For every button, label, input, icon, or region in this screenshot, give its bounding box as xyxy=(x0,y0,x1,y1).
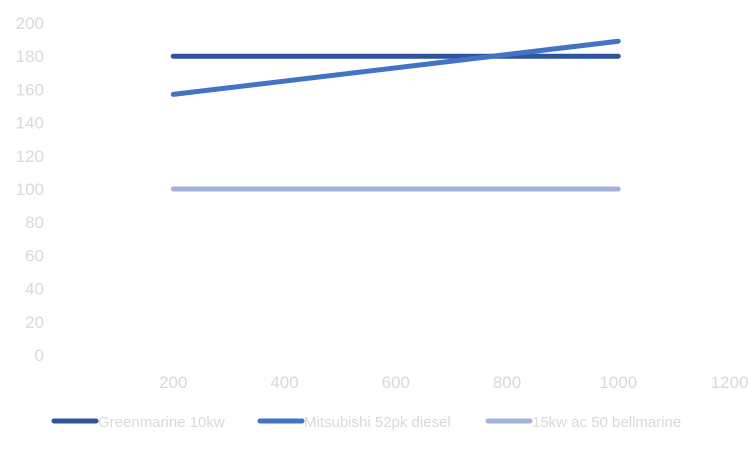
legend-label: 15kw ac 50 bellmarine xyxy=(532,414,681,431)
x-tick-label: 400 xyxy=(270,373,298,392)
y-axis-tick-labels: 0 20 40 60 80 100 120 140 160 180 200 xyxy=(16,14,44,365)
y-tick-label: 60 xyxy=(25,246,44,265)
x-tick-label: 200 xyxy=(159,373,187,392)
legend-label: Greenmarine 10kw xyxy=(98,414,225,431)
y-tick-label: 100 xyxy=(16,180,44,199)
y-tick-label: 80 xyxy=(25,213,44,232)
legend: Greenmarine 10kw Mitsubishi 52pk diesel 15… xyxy=(51,414,681,431)
y-tick-label: 120 xyxy=(16,147,44,166)
y-tick-label: 200 xyxy=(16,14,44,33)
y-tick-label: 0 xyxy=(35,346,44,365)
y-tick-label: 140 xyxy=(16,114,44,133)
x-tick-label: 1000 xyxy=(599,373,637,392)
x-tick-label: 800 xyxy=(493,373,521,392)
x-tick-label: 1200 xyxy=(711,373,749,392)
y-tick-label: 20 xyxy=(25,313,44,332)
x-tick-label: 600 xyxy=(382,373,410,392)
x-axis-tick-labels: 200 400 600 800 1000 1200 xyxy=(159,373,748,392)
y-tick-label: 40 xyxy=(25,280,44,299)
legend-label: Mitsubishi 52pk diesel xyxy=(304,414,451,431)
y-tick-label: 160 xyxy=(16,80,44,99)
series-line-2 xyxy=(170,38,621,97)
y-tick-label: 180 xyxy=(16,47,44,66)
series-lines xyxy=(170,38,621,192)
